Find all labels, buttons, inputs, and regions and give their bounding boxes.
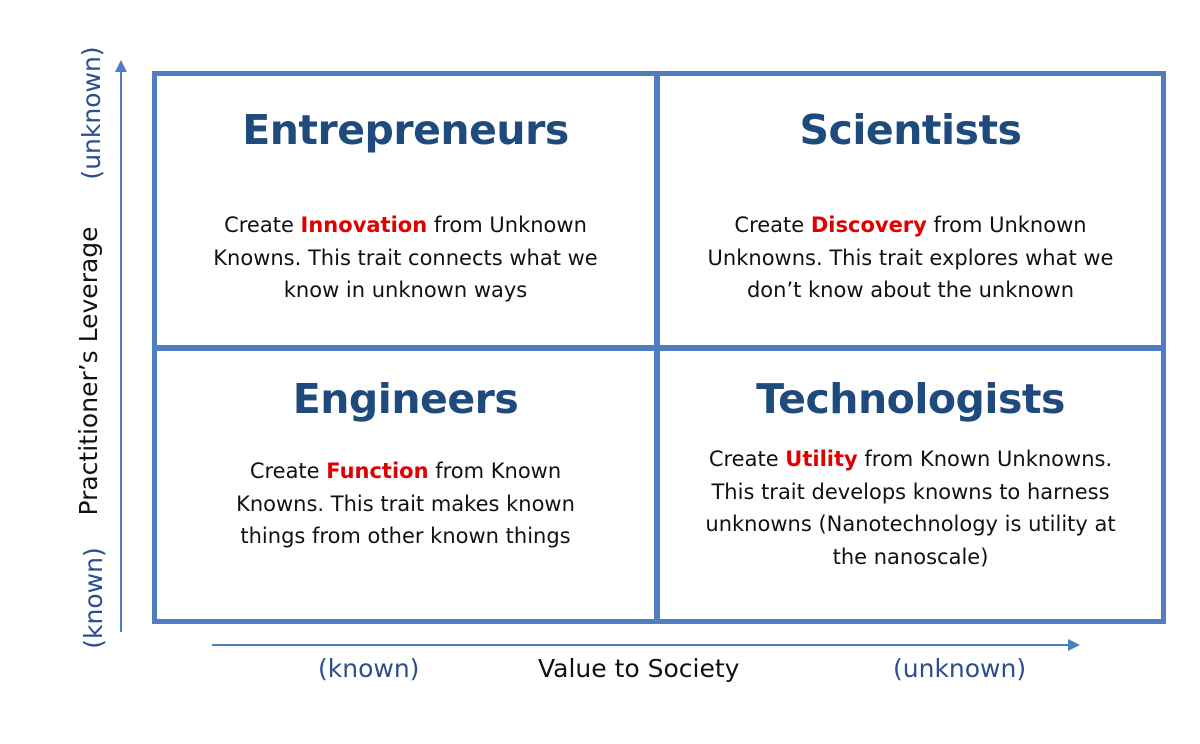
quadrant-scientists: Scientists Create Discovery from Unknown… — [660, 76, 1161, 345]
quadrant-description: Create Innovation from Unknown Knowns. T… — [206, 209, 606, 307]
highlight-term: Discovery — [810, 213, 927, 237]
x-axis-arrowhead-icon — [1068, 639, 1080, 651]
quadrant-grid: Entrepreneurs Create Innovation from Unk… — [152, 71, 1166, 624]
y-axis-arrowhead-icon — [115, 60, 127, 72]
quadrant-entrepreneurs: Entrepreneurs Create Innovation from Unk… — [157, 76, 654, 345]
x-axis-title: Value to Society — [538, 654, 740, 683]
quadrant-technologists: Technologists Create Utility from Known … — [660, 351, 1161, 619]
desc-prefix: Create — [708, 447, 786, 471]
quadrant-description: Create Discovery from Unknown Unknowns. … — [701, 209, 1121, 307]
desc-prefix: Create — [734, 213, 811, 237]
highlight-term: Utility — [785, 447, 858, 471]
quadrant-title: Engineers — [292, 375, 519, 423]
x-axis-low-label: (known) — [318, 654, 420, 683]
desc-suffix: from Known Unknowns. This trait develops… — [705, 447, 1116, 569]
desc-prefix: Create — [224, 213, 301, 237]
horizontal-divider — [157, 345, 1161, 351]
quadrant-title: Scientists — [799, 106, 1022, 154]
quadrant-description: Create Utility from Known Unknowns. This… — [701, 443, 1121, 573]
y-axis-low-label: (known) — [79, 547, 108, 649]
highlight-term: Innovation — [300, 213, 428, 237]
desc-suffix: from Unknown Unknowns. This trait explor… — [707, 213, 1114, 302]
x-axis-high-label: (unknown) — [893, 654, 1027, 683]
desc-prefix: Create — [249, 459, 327, 483]
quadrant-title: Technologists — [756, 375, 1065, 423]
highlight-term: Function — [326, 459, 429, 483]
y-axis-title: Practitioner’s Leverage — [74, 226, 103, 516]
quadrant-description: Create Function from Known Knowns. This … — [226, 455, 586, 553]
y-axis-high-label: (unknown) — [77, 46, 106, 180]
quadrant-engineers: Engineers Create Function from Known Kno… — [157, 351, 654, 619]
desc-suffix: from Unknown Knowns. This trait connects… — [213, 213, 598, 302]
quadrant-title: Entrepreneurs — [242, 106, 569, 154]
desc-suffix: from Known Knowns. This trait makes know… — [236, 459, 575, 548]
